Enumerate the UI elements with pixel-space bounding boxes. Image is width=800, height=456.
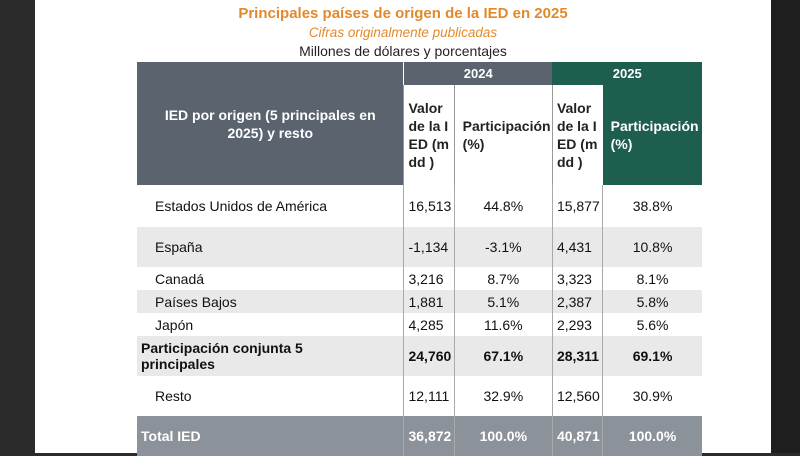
value-2024: 24,760 (403, 336, 455, 376)
table-units: Millones de dólares y porcentajes (299, 43, 507, 59)
value-2024: 1,881 (403, 290, 455, 313)
value-2025: 40,871 (551, 416, 603, 456)
share-2024: 8.7% (453, 267, 553, 290)
row-label: Resto (155, 388, 192, 404)
table-title: Principales países de origen de la IED e… (238, 5, 568, 22)
value-2024: 36,872 (403, 416, 455, 456)
value-2025: 2,293 (551, 313, 603, 336)
table-row: Canadá 3,216 8.7% 3,323 8.1% (137, 267, 702, 290)
table-row-total: Total IED 36,872 100.0% 40,871 100.0% (137, 416, 702, 456)
share-2025: 5.6% (602, 313, 702, 336)
row-label: Estados Unidos de América (155, 198, 327, 214)
year-2024-header: 2024 (403, 62, 553, 85)
document-page: Principales países de origen de la IED e… (35, 0, 771, 456)
header-sub-row: Valor de la IED (mdd ) Participación (%)… (137, 85, 702, 185)
table-row: Japón 4,285 11.6% 2,293 5.6% (137, 313, 702, 336)
header-year-row: IED por origen (5 principales en 2025) y… (137, 62, 702, 185)
value-2024-header: Valor de la IED (mdd ) (403, 85, 455, 185)
table-subtitle: Cifras originalmente publicadas (308, 25, 498, 40)
value-2025: 12,560 (551, 376, 603, 416)
share-2025: 30.9% (602, 376, 702, 416)
share-2024: 5.1% (453, 290, 553, 313)
table-row: Resto 12,111 32.9% 12,560 30.9% (137, 376, 702, 416)
share-2025: 100.0% (602, 416, 702, 456)
value-2024: 16,513 (403, 185, 455, 227)
value-2024: 12,111 (403, 376, 455, 416)
share-2024: 11.6% (453, 313, 553, 336)
row-label: Japón (155, 316, 194, 333)
row-label: Países Bajos (137, 290, 404, 313)
row-label: Canadá (155, 270, 205, 287)
value-2025: 4,431 (551, 227, 603, 267)
year-2025-header: 2025 (552, 62, 702, 85)
table-row: Países Bajos 1,881 5.1% 2,387 5.8% (137, 290, 702, 313)
share-2024: 67.1% (453, 336, 553, 376)
table-row: Participación conjunta 5 principales 24,… (137, 336, 702, 376)
share-2025-header: Participación (%) (602, 85, 702, 185)
value-2024: -1,134 (403, 227, 455, 267)
share-2025: 5.8% (602, 290, 702, 313)
value-2025-header: Valor de la IED (mdd ) (551, 85, 603, 185)
share-2024: 44.8% (453, 185, 553, 227)
share-2025: 69.1% (602, 336, 702, 376)
background-edge (771, 0, 800, 453)
value-2025: 2,387 (551, 290, 603, 313)
share-2024: 32.9% (453, 376, 553, 416)
share-2024: -3.1% (453, 227, 553, 267)
row-label: España (137, 227, 404, 267)
share-2025: 38.8% (602, 185, 702, 227)
value-2024: 4,285 (403, 313, 455, 336)
origin-header: IED por origen (5 principales en 2025) y… (137, 62, 404, 185)
ied-table: IED por origen (5 principales en 2025) y… (137, 62, 702, 456)
share-2025: 10.8% (602, 227, 702, 267)
value-2025: 3,323 (551, 267, 603, 290)
row-label: Total IED (137, 416, 404, 456)
table-row: Estados Unidos de América 16,513 44.8% 1… (137, 185, 702, 227)
share-2024: 100.0% (453, 416, 553, 456)
value-2025: 28,311 (551, 336, 603, 376)
table-row: España -1,134 -3.1% 4,431 10.8% (137, 227, 702, 267)
value-2025: 15,877 (551, 185, 603, 227)
share-2025: 8.1% (602, 267, 702, 290)
share-2024-header: Participación (%) (453, 85, 553, 185)
row-label: Participación conjunta 5 principales (137, 336, 404, 376)
value-2024: 3,216 (403, 267, 455, 290)
